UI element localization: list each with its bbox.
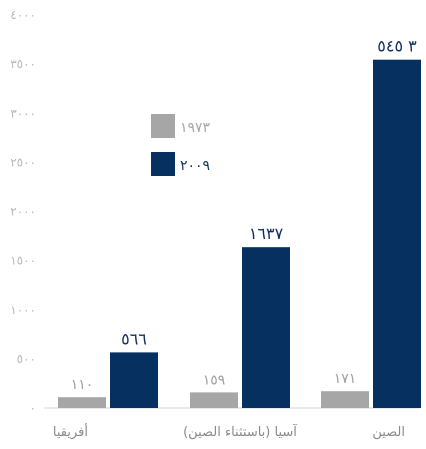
legend-swatch bbox=[151, 114, 175, 138]
bar-series1-0 bbox=[58, 397, 106, 408]
y-tick-label: ١٠٠٠ bbox=[10, 303, 36, 317]
data-label: ٥٦٦ bbox=[121, 329, 147, 348]
category-label: الصين bbox=[372, 425, 405, 440]
legend-label: ٢٠٠٩ bbox=[180, 158, 210, 174]
data-labels: ١١٠ ١٥٩ ١٧١ ٥٦٦ ١٦٣٧ ٣ ٥٤٥ bbox=[71, 37, 417, 393]
data-label: ١٧١ bbox=[334, 371, 357, 387]
bar-series2-2 bbox=[373, 59, 421, 409]
legend-swatch bbox=[151, 152, 175, 176]
data-label: ١٥٩ bbox=[203, 372, 226, 388]
category-label: آسيا (باستثناء الصين) bbox=[183, 423, 298, 440]
y-tick-label: ٢٠٠٠ bbox=[10, 205, 36, 219]
legend: ١٩٧٣ ٢٠٠٩ bbox=[151, 114, 211, 176]
y-tick-label: ٣٥٠٠ bbox=[10, 57, 36, 71]
bars bbox=[58, 59, 421, 409]
legend-label: ١٩٧٣ bbox=[180, 120, 211, 136]
y-tick-label: ١٥٠٠ bbox=[10, 254, 36, 268]
y-tick-label: ٢٥٠٠ bbox=[10, 155, 36, 169]
data-label: ١١٠ bbox=[71, 377, 94, 393]
bar-series2-0 bbox=[110, 352, 158, 408]
y-tick-label: ٠ bbox=[30, 401, 36, 415]
bar-series2-1 bbox=[242, 247, 290, 408]
bar-series1-1 bbox=[190, 392, 238, 408]
data-label: ٣ ٥٤٥ bbox=[377, 37, 417, 56]
bar-series1-2 bbox=[321, 391, 369, 408]
y-axis-ticks: ٠ ٥٠٠ ١٠٠٠ ١٥٠٠ ٢٠٠٠ ٢٥٠٠ ٣٠٠٠ ٣٥٠٠ ٤٠٠٠ bbox=[10, 8, 36, 415]
x-axis-categories: أفريقيا آسيا (باستثناء الصين) الصين bbox=[53, 423, 405, 440]
category-label: أفريقيا bbox=[53, 423, 88, 440]
data-label: ١٦٣٧ bbox=[249, 224, 284, 243]
y-tick-label: ٥٠٠ bbox=[17, 352, 36, 366]
y-tick-label: ٤٠٠٠ bbox=[10, 8, 36, 22]
y-tick-label: ٣٠٠٠ bbox=[10, 106, 36, 120]
